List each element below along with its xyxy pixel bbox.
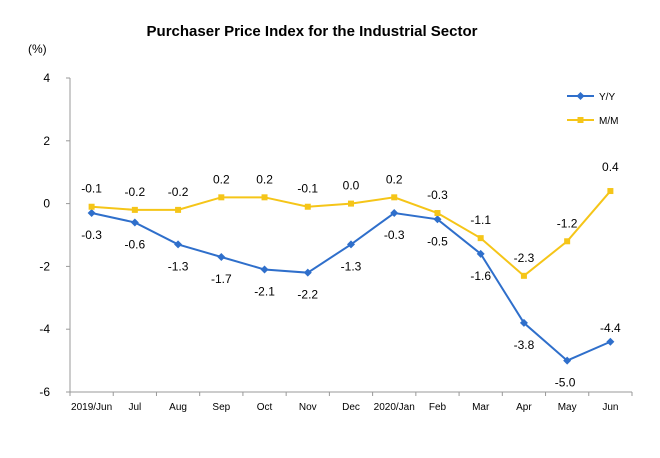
series-yy: -0.3 -0.6 -1.3 -1.7 -2.1 -2.2 -1.3 -0.3 -0.5 -1.6… [81,209,621,390]
x-tick-label: Apr [516,402,532,413]
data-point [130,218,139,227]
data-label: -0.3 [384,228,405,242]
data-label: 0.4 [602,160,619,174]
x-tick-label: Jul [128,402,141,413]
data-label: 0.0 [343,179,360,193]
data-point [304,203,311,210]
data-point [477,235,484,242]
legend-entry: M/M [567,116,618,127]
data-label: -2.2 [297,288,318,302]
axes [69,78,632,393]
series-group: -0.3 -0.6 -1.3 -1.7 -2.1 -2.2 -1.3 -0.3 -0.5 -1.6… [81,160,621,390]
legend-label: Y/Y [599,92,615,103]
data-point [391,194,398,201]
data-label: -1.3 [168,259,189,273]
data-point [519,318,528,327]
data-label: -5.0 [555,376,576,390]
data-point [217,252,226,261]
y-tick-label: 4 [43,71,50,85]
data-label: 0.2 [256,172,273,186]
data-point [476,249,485,258]
data-label: -0.1 [297,182,318,196]
data-label: -2.3 [514,251,535,265]
x-tick-label: Feb [429,402,447,413]
data-label: -0.2 [125,185,146,199]
data-label: -1.1 [470,213,491,227]
x-tick-label: 2020/Jan [374,402,415,413]
data-label: -1.2 [557,216,578,230]
data-label: -0.3 [427,188,448,202]
data-point [131,206,138,213]
data-point [433,215,442,224]
y-axis-unit: (%) [28,42,47,56]
data-label: -0.2 [168,185,189,199]
data-point [434,210,441,217]
data-point [347,240,355,249]
x-tick-label: Dec [342,402,360,413]
data-label: -2.1 [254,285,275,299]
y-tick-label: 2 [43,134,50,148]
data-point [520,272,527,279]
data-label: -0.1 [81,182,102,196]
series-mm: -0.1 -0.2 -0.2 0.2 0.2 -0.1 0.0 0.2 -0.3 -1.1 -2.3… [81,160,619,279]
data-label: -3.8 [514,338,535,352]
data-point [88,203,95,210]
x-tick-label: Jun [602,402,618,413]
data-label: -1.7 [211,272,232,286]
x-tick-label: Mar [472,402,490,413]
data-point [218,194,225,201]
chart-title: Purchaser Price Index for the Industrial… [147,23,478,40]
data-label: -0.3 [81,228,102,242]
y-tick-label: 0 [43,197,50,211]
data-label: -1.3 [341,259,362,273]
x-tick-label: Nov [299,402,317,413]
y-tick-label: -4 [39,322,50,336]
data-label: 0.2 [386,172,403,186]
x-tick-label: Oct [257,402,273,413]
legend-swatch-marker [576,92,585,100]
legend-swatch-marker [577,117,584,123]
data-point [260,265,269,274]
data-point [348,200,354,207]
data-point [390,209,399,218]
data-label: -0.5 [427,234,448,248]
data-label: -0.6 [125,237,146,251]
data-point [563,356,572,365]
legend-entry: Y/Y [567,92,615,103]
data-point [175,206,182,213]
y-tick-label: -6 [39,385,50,399]
data-point [174,240,183,249]
data-label: 0.2 [213,172,230,186]
data-point [607,188,614,195]
x-tick-label: 2019/Jun [71,402,112,413]
data-point [303,268,312,277]
legend: Y/Y M/M [567,92,618,127]
data-point [564,238,571,245]
legend-label: M/M [599,116,618,127]
x-tick-label: May [558,402,577,413]
x-axis-ticks: 2019/Jun Jul Aug Sep Oct Nov Dec 2020/Jan Feb Mar… [69,392,633,413]
y-tick-label: -2 [39,259,50,273]
x-tick-label: Sep [212,402,230,413]
x-tick-label: Aug [169,402,187,413]
data-point [261,194,268,201]
data-point [87,209,96,218]
data-label: -4.4 [600,321,621,335]
data-point [606,337,615,346]
data-label: -1.6 [470,269,491,283]
y-axis-ticks: 4 2 0 -2 -4 -6 [39,71,70,399]
